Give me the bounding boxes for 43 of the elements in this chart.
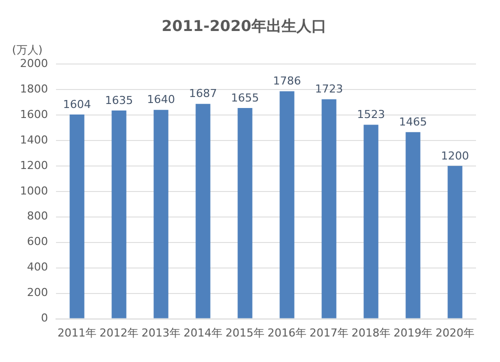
data-label: 1723: [315, 82, 343, 96]
x-tick-label: 2011年: [57, 326, 96, 340]
y-tick-label: 600: [26, 235, 48, 248]
bar: [406, 132, 420, 318]
y-tick-label: 400: [26, 260, 48, 274]
x-tick-label: 2018年: [352, 326, 390, 340]
y-tick-label: 0: [40, 312, 48, 325]
x-tick-label: 2020年: [436, 326, 474, 340]
data-label: 1604: [62, 98, 91, 111]
x-tick-label: 2015年: [225, 326, 264, 340]
data-label: 1200: [441, 149, 469, 162]
x-tick-label: 2012年: [99, 326, 138, 340]
y-tick-label: 1800: [20, 82, 48, 96]
y-tick-label: 1600: [20, 108, 48, 121]
x-tick-label: 2016年: [267, 326, 306, 340]
y-tick-label: 800: [26, 210, 48, 223]
y-tick-label: 1400: [20, 133, 48, 146]
bar: [364, 124, 378, 318]
data-label: 1786: [272, 74, 301, 88]
data-label: 1687: [188, 87, 217, 100]
data-label: 1523: [357, 108, 385, 122]
chart-title: 2011-2020年出生人口: [162, 16, 326, 35]
x-tick-label: 2014年: [183, 326, 222, 340]
bar: [112, 110, 126, 318]
x-tick-label: 2013年: [141, 326, 180, 340]
bar: [238, 108, 252, 318]
data-label: 1635: [104, 94, 133, 107]
bar: [280, 91, 294, 318]
bar: [448, 166, 462, 318]
y-tick-label: 2000: [20, 56, 48, 70]
x-tick-label: 2017年: [310, 326, 348, 340]
y-tick-label: 1000: [20, 184, 48, 198]
data-label: 1655: [230, 91, 259, 104]
x-tick-label: 2019年: [394, 326, 432, 340]
y-tick-label: 200: [26, 286, 48, 300]
y-axis-title: (万人): [12, 43, 43, 56]
bar: [70, 114, 84, 318]
y-tick-label: 1200: [20, 158, 48, 172]
bar: [322, 99, 336, 318]
data-label: 1465: [399, 116, 427, 129]
bar: [154, 110, 168, 318]
bar: [196, 104, 210, 318]
data-label: 1640: [146, 93, 175, 106]
